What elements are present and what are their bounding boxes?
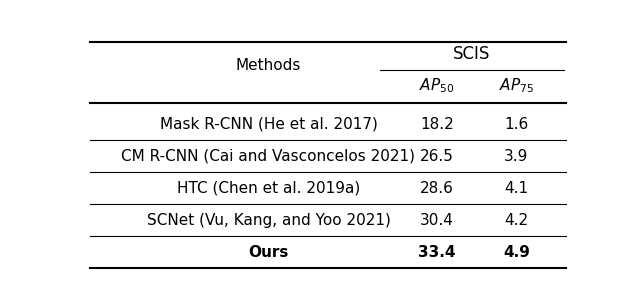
Text: 18.2: 18.2 <box>420 117 454 132</box>
Text: 1.6: 1.6 <box>504 117 529 132</box>
Text: 4.9: 4.9 <box>503 245 530 260</box>
Text: 4.2: 4.2 <box>504 213 529 228</box>
Text: 33.4: 33.4 <box>419 245 456 260</box>
Text: 30.4: 30.4 <box>420 213 454 228</box>
Text: CM R-CNN (Cai and Vasconcelos 2021): CM R-CNN (Cai and Vasconcelos 2021) <box>122 149 415 164</box>
Text: HTC (Chen et al. 2019a): HTC (Chen et al. 2019a) <box>177 181 360 196</box>
Text: Ours: Ours <box>248 245 289 260</box>
Text: 28.6: 28.6 <box>420 181 454 196</box>
Text: SCIS: SCIS <box>453 45 490 63</box>
Text: Mask R-CNN (He et al. 2017): Mask R-CNN (He et al. 2017) <box>159 117 378 132</box>
Text: $\mathit{AP}_{75}$: $\mathit{AP}_{75}$ <box>499 76 534 95</box>
Text: SCNet (Vu, Kang, and Yoo 2021): SCNet (Vu, Kang, and Yoo 2021) <box>147 213 390 228</box>
Text: Methods: Methods <box>236 57 301 73</box>
Text: 4.1: 4.1 <box>504 181 529 196</box>
Text: 26.5: 26.5 <box>420 149 454 164</box>
Text: 3.9: 3.9 <box>504 149 529 164</box>
Text: $\mathit{AP}_{50}$: $\mathit{AP}_{50}$ <box>419 76 455 95</box>
